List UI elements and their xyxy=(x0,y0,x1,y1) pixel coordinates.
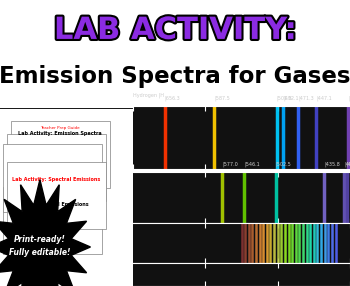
Text: |656.3: |656.3 xyxy=(164,95,180,101)
Text: |471.3: |471.3 xyxy=(299,95,314,101)
Text: Hydrogen |H: Hydrogen |H xyxy=(133,93,164,98)
Text: Emission Spectra for Gases: Emission Spectra for Gases xyxy=(0,65,350,88)
FancyBboxPatch shape xyxy=(3,187,103,254)
Text: |492.1: |492.1 xyxy=(284,95,299,101)
Text: |587.5: |587.5 xyxy=(214,95,230,101)
Text: |577.0: |577.0 xyxy=(222,162,238,168)
Text: |447.1: |447.1 xyxy=(316,95,332,101)
FancyBboxPatch shape xyxy=(7,162,106,229)
Text: |407.8: |407.8 xyxy=(344,162,350,168)
Text: Print-ready!: Print-ready! xyxy=(14,235,66,245)
FancyBboxPatch shape xyxy=(7,134,106,201)
Text: |546.1: |546.1 xyxy=(244,162,260,168)
FancyBboxPatch shape xyxy=(10,121,110,188)
Text: |404.7: |404.7 xyxy=(346,162,350,168)
Text: |402.6: |402.6 xyxy=(348,95,350,101)
Text: Lab: Spectral Emissions: Lab: Spectral Emissions xyxy=(23,202,89,207)
FancyBboxPatch shape xyxy=(3,144,103,212)
Text: |501.5: |501.5 xyxy=(276,95,292,101)
Text: LAB ACTIVITY:: LAB ACTIVITY: xyxy=(54,16,296,45)
Text: Lab Activity: Emission Spectra: Lab Activity: Emission Spectra xyxy=(18,131,102,136)
Text: |502.5: |502.5 xyxy=(276,162,292,168)
Polygon shape xyxy=(0,180,90,286)
Text: Teacher Prep Guide: Teacher Prep Guide xyxy=(40,126,80,130)
Text: Lab Activity: Spectral Emissions: Lab Activity: Spectral Emissions xyxy=(12,177,100,182)
Text: Fully editable!: Fully editable! xyxy=(9,248,71,257)
Text: |435.8: |435.8 xyxy=(324,162,340,168)
